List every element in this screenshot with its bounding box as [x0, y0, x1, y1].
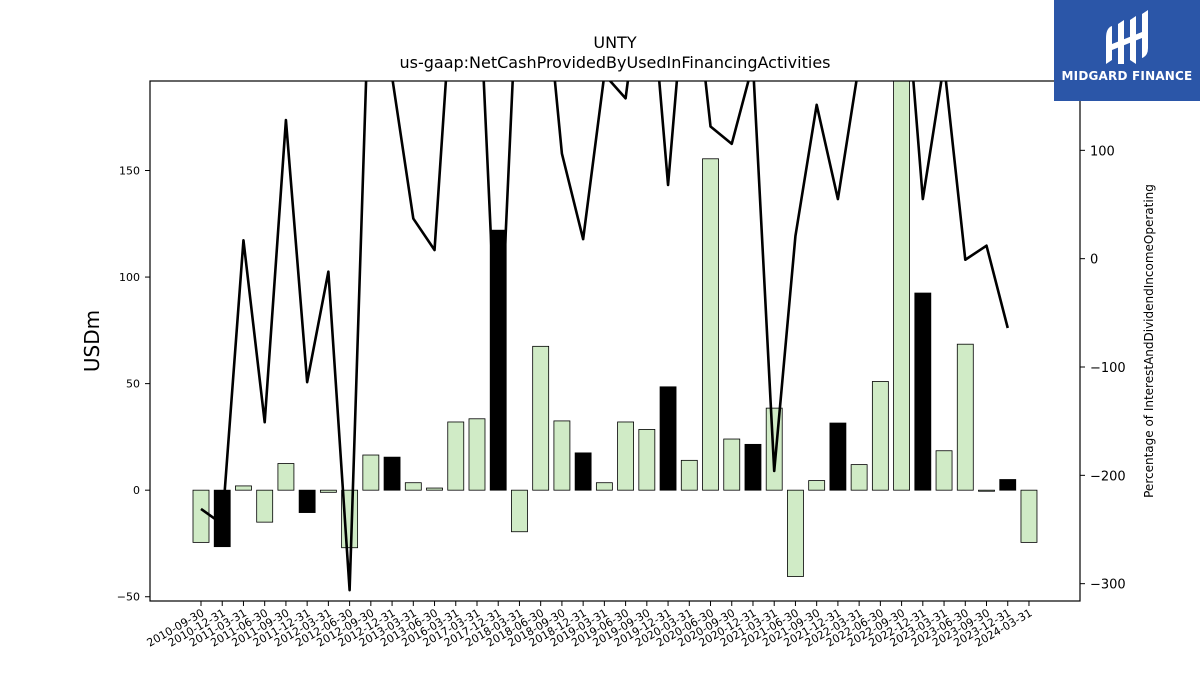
bar-2020-09-30: [723, 438, 741, 491]
bar-2013-03-31: [404, 482, 422, 491]
bar-2020-12-31: [744, 443, 762, 491]
bar-series: [192, 81, 1038, 577]
bar-2011-12-31: [298, 489, 316, 513]
ytick-right-label: 0: [1090, 253, 1098, 268]
brand-logo: MIDGARD FINANCE: [1054, 0, 1200, 101]
bar-2012-09-30: [362, 454, 380, 491]
bar-2021-12-31: [829, 422, 847, 491]
bar-2023-09-30: [978, 489, 995, 492]
bar-2010-09-30: [192, 489, 210, 543]
bar-2023-12-31: [999, 479, 1017, 491]
bar-2020-06-30: [702, 158, 719, 491]
bar-2019-03-31: [595, 482, 613, 491]
ytick-right-label: −200: [1090, 469, 1126, 484]
ytick-label: 50: [126, 378, 140, 391]
x-axis: 2010-09-302010-12-312011-03-312011-06-30…: [145, 601, 1034, 650]
bar-2023-03-31: [935, 450, 953, 491]
ytick-label: 100: [119, 271, 140, 284]
bar-2012-12-31: [383, 456, 401, 491]
bar-2011-03-31: [235, 485, 252, 491]
y-axis-label: USDm: [80, 310, 104, 372]
bar-2011-09-30: [277, 463, 295, 491]
bar-2018-03-31: [511, 489, 528, 533]
bar-2023-06-30: [956, 343, 974, 491]
bar-2017-03-31: [468, 418, 486, 491]
ytick-label: 150: [119, 165, 140, 178]
bar-2022-12-31: [914, 292, 932, 491]
bar-2018-12-31: [574, 452, 592, 491]
chart-subtitle: us-gaap:NetCashProvidedByUsedInFinancing…: [399, 53, 830, 72]
brand-name: MIDGARD FINANCE: [1061, 69, 1193, 83]
chart-title: UNTY: [593, 33, 636, 52]
ytick-label: 0: [133, 484, 140, 497]
y-axis-right: −300 −200 −100 0 100: [1080, 144, 1126, 593]
bar-2022-06-30: [871, 381, 889, 491]
line-path: [200, 81, 1009, 592]
ytick-right-label: 100: [1090, 144, 1115, 159]
bar-2016-03-31: [447, 421, 465, 491]
bar-2021-09-30: [808, 480, 826, 491]
bar-2019-06-30: [617, 421, 634, 491]
ytick-right-label: −100: [1090, 361, 1126, 376]
bar-2011-06-30: [256, 489, 274, 523]
bar-2022-09-30: [893, 81, 910, 491]
bar-2018-06-30: [532, 345, 550, 491]
y-axis-left: −50 0 50 100 150: [117, 165, 150, 604]
brand-mark-icon: [1106, 10, 1148, 64]
bar-2012-03-31: [319, 489, 337, 493]
bar-2019-09-30: [638, 429, 656, 491]
bar-2019-12-31: [659, 386, 677, 491]
plot-frame: [149, 80, 1081, 602]
ytick-label: −50: [117, 591, 140, 604]
bar-2024-03-31: [1020, 489, 1038, 543]
bar-2020-03-31: [680, 459, 698, 491]
bar-2018-09-30: [553, 420, 571, 491]
ytick-right-label: −300: [1090, 578, 1126, 593]
y-axis-label-right: Percentage of InterestAndDividendIncomeO…: [1142, 184, 1156, 498]
bar-2022-03-31: [850, 464, 868, 491]
bar-2013-06-30: [426, 487, 443, 491]
bar-2021-06-30: [787, 489, 804, 577]
line-series: [200, 81, 1009, 592]
